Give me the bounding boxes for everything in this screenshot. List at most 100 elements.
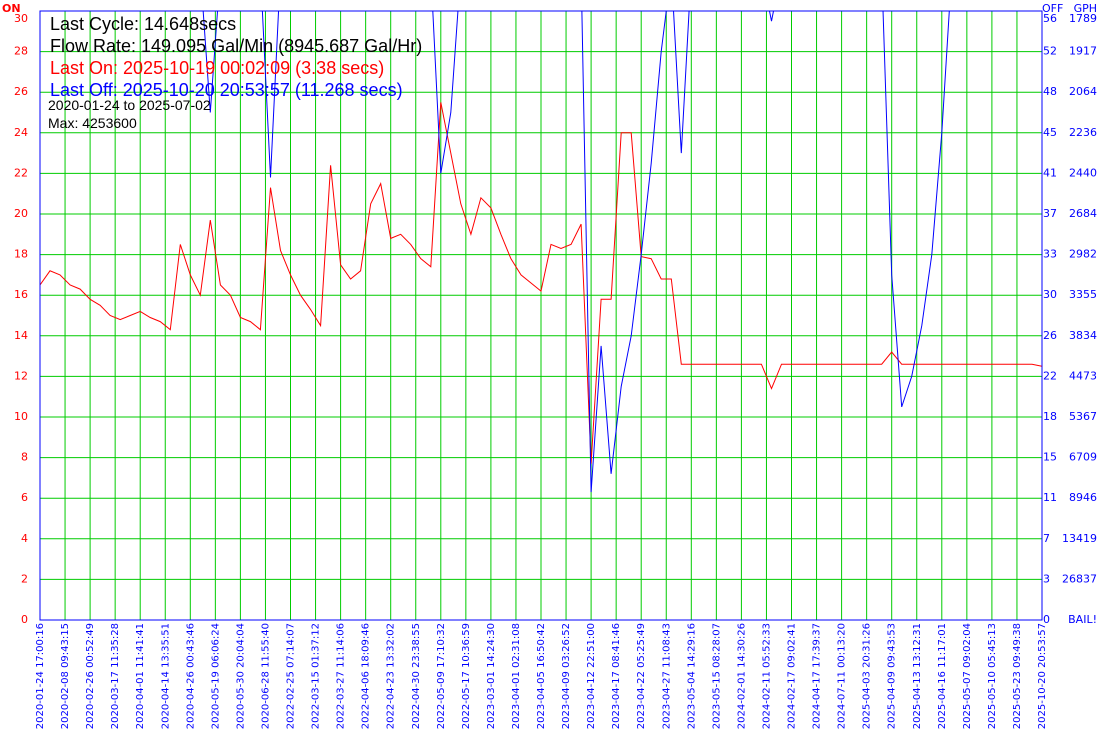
y-tick-label: 12	[14, 369, 28, 382]
right-off-label: 18	[1043, 410, 1057, 423]
annotation: Last Cycle: 14.648secs	[50, 14, 236, 34]
x-tick-label: 2020-04-26 00:43:46	[185, 623, 196, 729]
plot-lines	[40, 11, 1042, 493]
x-tick-label: 2020-05-19 06:06:24	[210, 623, 221, 729]
right-off-label: 33	[1043, 248, 1057, 261]
corner-on: ON	[2, 2, 21, 15]
x-tick-label: 2025-04-16 11:17:01	[937, 623, 948, 729]
range-text: 2020-01-24 to 2025-07-02	[48, 97, 211, 113]
right-gph-label: BAIL!	[1068, 613, 1097, 626]
labels: 0 0 BAIL! 2 3 26837 4 7 13419 6 11 8946 8 15 6709 10 18 5…	[14, 12, 1097, 729]
y-tick-label: 2	[21, 572, 28, 585]
x-tick-label: 2022-04-23 13:32:02	[386, 623, 397, 729]
x-tick-label: 2023-04-17 08:41:46	[611, 623, 622, 729]
right-off-label: 45	[1043, 126, 1057, 139]
right-gph-label: 2684	[1069, 207, 1097, 220]
x-tick-label: 2023-03-01 14:24:30	[486, 623, 497, 729]
right-off-label: 48	[1043, 85, 1057, 98]
x-tick-label: 2020-05-30 20:04:04	[235, 623, 246, 729]
y-tick-label: 18	[14, 248, 28, 261]
plot-frame	[39, 10, 1043, 621]
y-tick-label: 8	[21, 451, 28, 464]
y-tick-label: 24	[14, 126, 28, 139]
x-tick-label: 2023-05-15 08:28:07	[711, 623, 722, 729]
x-tick-label: 2024-07-11 00:13:20	[837, 623, 848, 729]
x-tick-label: 2022-03-15 01:37:12	[311, 623, 322, 729]
x-tick-label: 2022-03-27 11:14:06	[336, 623, 347, 729]
x-tick-label: 2024-02-01 14:30:26	[736, 623, 747, 729]
x-tick-label: 2022-04-30 23:38:55	[411, 623, 422, 729]
y-tick-label: 20	[14, 207, 28, 220]
right-off-label: 7	[1043, 532, 1050, 545]
x-tick-label: 2025-04-09 09:43:53	[887, 623, 898, 729]
right-gph-label: 5367	[1069, 410, 1097, 423]
right-gph-label: 4473	[1069, 369, 1097, 382]
x-tick-label: 2020-06-28 11:55:40	[260, 623, 271, 729]
x-tick-label: 2022-04-06 18:09:46	[361, 623, 372, 729]
annotation: Last On: 2025-10-19 00:02:09 (3.38 secs)	[50, 58, 384, 78]
x-tick-label: 2024-02-17 09:02:41	[787, 623, 798, 729]
right-gph-label: 1917	[1069, 45, 1097, 58]
right-off-label: 41	[1043, 166, 1057, 179]
right-off-label: 26	[1043, 329, 1057, 342]
x-tick-label: 2020-03-17 11:35:28	[110, 623, 121, 729]
x-tick-label: 2025-10-20 20:53:57	[1037, 623, 1048, 729]
right-gph-label: 26837	[1062, 572, 1097, 585]
x-tick-label: 2020-04-01 11:41:41	[135, 623, 146, 729]
x-tick-label: 2024-02-11 05:52:33	[761, 623, 772, 729]
right-gph-label: 2982	[1069, 248, 1097, 261]
x-tick-label: 2022-02-25 07:14:07	[286, 623, 297, 729]
x-tick-label: 2020-02-26 00:52:49	[85, 623, 96, 729]
x-tick-label: 2022-05-09 17:10:32	[436, 623, 447, 729]
right-gph-label: 13419	[1062, 532, 1097, 545]
x-tick-label: 2023-04-27 11:08:43	[661, 623, 672, 729]
x-tick-label: 2025-05-10 05:45:13	[987, 623, 998, 729]
corner-gph: GPH	[1074, 2, 1097, 15]
y-tick-label: 4	[21, 532, 28, 545]
x-tick-label: 2023-04-22 05:25:49	[636, 623, 647, 729]
right-gph-label: 2236	[1069, 126, 1097, 139]
y-tick-label: 10	[14, 410, 28, 423]
y-tick-label: 22	[14, 166, 28, 179]
right-off-label: 22	[1043, 369, 1057, 382]
x-tick-label: 2023-04-12 22:51:00	[586, 623, 597, 729]
x-tick-label: 2022-05-17 10:36:59	[461, 623, 472, 729]
right-off-label: 3	[1043, 572, 1050, 585]
x-tick-label: 2023-05-04 14:29:16	[686, 623, 697, 729]
right-gph-label: 3834	[1069, 329, 1097, 342]
y-tick-label: 26	[14, 85, 28, 98]
x-tick-label: 2023-04-05 16:50:42	[536, 623, 547, 729]
y-tick-label: 0	[21, 613, 28, 626]
max-text: Max: 4253600	[48, 115, 137, 131]
right-gph-label: 3355	[1069, 288, 1097, 301]
x-tick-label: 2020-04-14 13:35:51	[160, 623, 171, 729]
right-off-label: 15	[1043, 451, 1057, 464]
right-off-label: 11	[1043, 491, 1057, 504]
series-line	[40, 102, 1042, 464]
y-tick-label: 28	[14, 45, 28, 58]
right-off-label: 37	[1043, 207, 1057, 220]
x-tick-label: 2023-04-09 03:26:52	[561, 623, 572, 729]
right-gph-label: 2064	[1069, 85, 1097, 98]
y-tick-label: 30	[14, 12, 28, 25]
y-tick-label: 16	[14, 288, 28, 301]
y-tick-label: 6	[21, 491, 28, 504]
right-gph-label: 6709	[1069, 451, 1097, 464]
right-off-label: 30	[1043, 288, 1057, 301]
right-off-label: 52	[1043, 45, 1057, 58]
x-tick-label: 2020-01-24 17:00:16	[35, 623, 46, 729]
series-line	[202, 11, 950, 493]
x-tick-label: 2023-04-01 02:31:08	[511, 623, 522, 729]
x-tick-label: 2025-04-13 13:12:31	[912, 623, 923, 729]
right-off-label: 56	[1043, 12, 1057, 25]
x-tick-label: 2025-05-07 09:02:04	[962, 623, 973, 729]
grid	[40, 10, 1042, 621]
x-tick-label: 2020-02-08 09:43:15	[60, 623, 71, 729]
y-tick-label: 14	[14, 329, 28, 342]
corner-off: OFF	[1042, 2, 1063, 15]
right-gph-label: 8946	[1069, 491, 1097, 504]
x-tick-label: 2025-04-03 20:31:26	[862, 623, 873, 729]
right-off-label: 0	[1043, 613, 1050, 626]
x-tick-label: 2024-04-17 17:39:37	[812, 623, 823, 729]
